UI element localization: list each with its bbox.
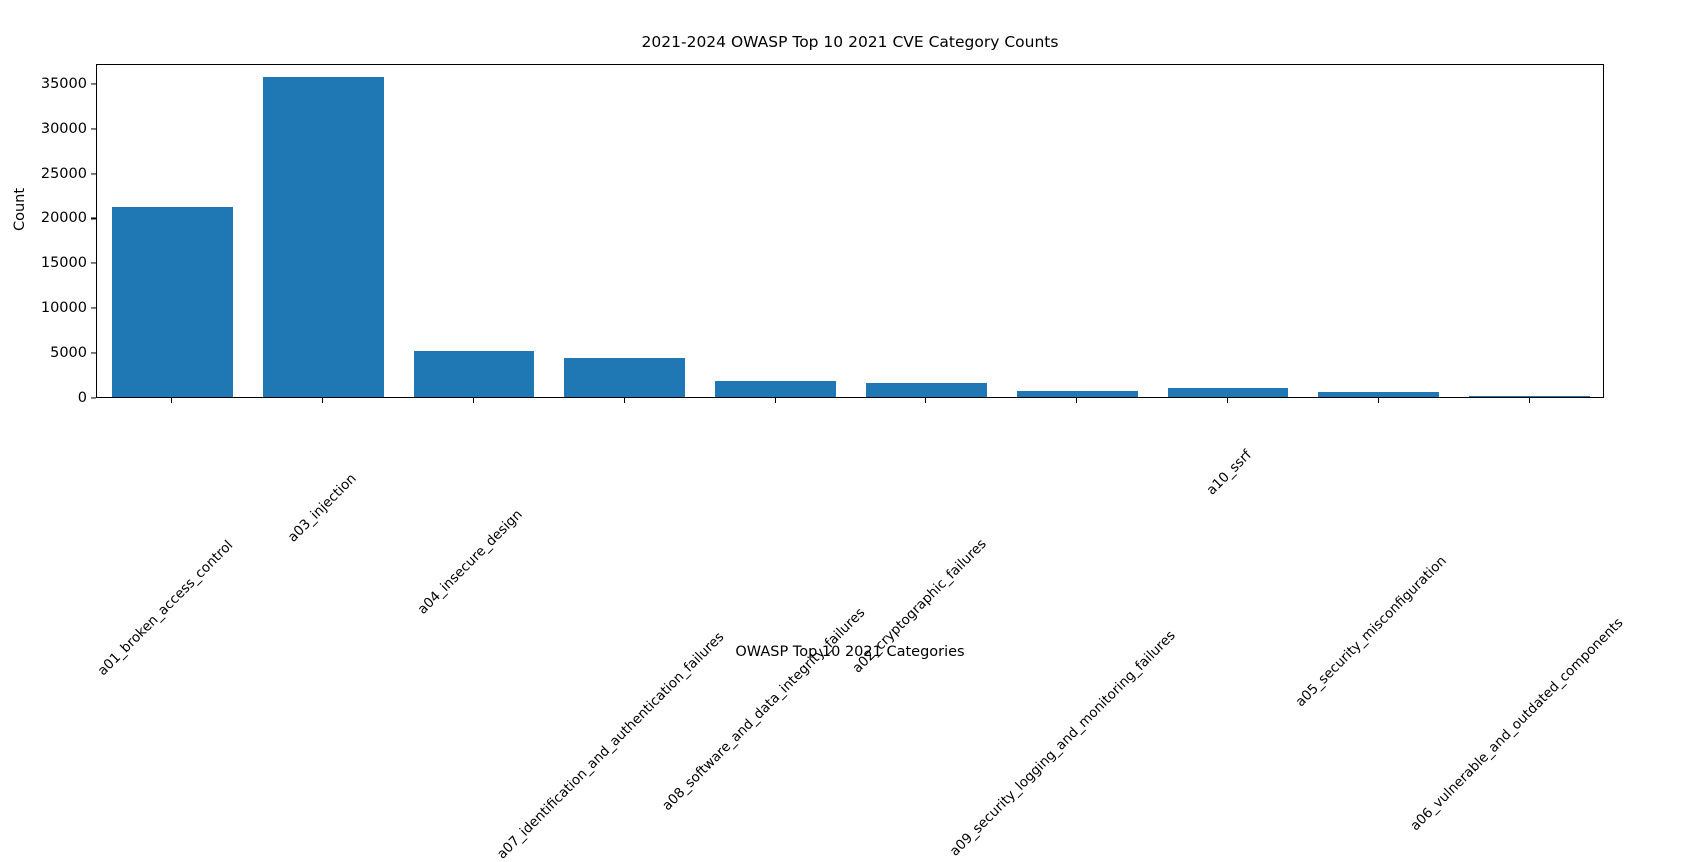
y-axis-label: Count — [12, 187, 28, 231]
x-tick-mark — [925, 398, 927, 403]
x-axis-label: OWASP Top 10 2021 Categories — [735, 644, 965, 660]
x-tick-label: a05_security_misconfiguration — [1292, 552, 1450, 711]
bar — [564, 358, 686, 397]
y-tick-label: 35000 — [40, 75, 87, 92]
bar — [866, 383, 987, 397]
y-tick-label: 5000 — [50, 345, 87, 362]
bar — [413, 350, 535, 397]
chart-title: 2021-2024 OWASP Top 10 2021 CVE Category… — [641, 33, 1059, 51]
x-tick-label: a03_injection — [284, 470, 360, 546]
x-tick-mark — [171, 398, 173, 403]
x-tick-mark — [774, 398, 776, 403]
bar — [1318, 391, 1440, 397]
matplotlib-figure: 2021-2024 OWASP Top 10 2021 CVE Category… — [0, 33, 1627, 862]
bars-layer — [97, 65, 1603, 397]
bar — [1167, 388, 1289, 397]
bar — [262, 77, 384, 397]
y-tick-label: 30000 — [40, 120, 87, 137]
x-tick-label: a10_ssrf — [1203, 447, 1255, 499]
x-tick-label: a08_software_and_data_integrity_failures — [658, 604, 868, 814]
x-tick-label: a07_identification_and_authentication_fa… — [493, 628, 728, 862]
y-tick-mark — [91, 83, 96, 85]
y-tick-label: 10000 — [40, 300, 87, 317]
y-tick-label: 0 — [77, 390, 87, 406]
y-tick-mark — [91, 352, 96, 354]
x-axis: a01_broken_access_control a03_injection a0… — [95, 398, 1626, 862]
x-tick-label: a09_security_logging_and_monitoring_fail… — [946, 627, 1179, 860]
y-tick-label: 20000 — [40, 210, 87, 227]
x-tick-mark — [1377, 398, 1379, 403]
bar — [112, 206, 233, 397]
y-tick-mark — [91, 172, 96, 175]
x-tick-mark — [1227, 398, 1229, 403]
bar — [1469, 396, 1590, 397]
y-tick-mark — [91, 217, 96, 219]
x-tick-mark — [1076, 398, 1078, 403]
x-tick-mark — [473, 398, 475, 403]
y-tick-mark — [91, 307, 96, 309]
y-axis: 0 5000 10000 15000 20000 25000 30000 35000 — [0, 64, 96, 406]
y-tick-mark — [91, 397, 96, 399]
x-tick-label: a04_insecure_design — [414, 506, 526, 618]
x-tick-mark — [1528, 398, 1530, 403]
y-tick-mark — [91, 262, 96, 264]
y-tick-label: 15000 — [40, 255, 87, 272]
plot-area — [96, 64, 1604, 398]
bar — [1016, 390, 1138, 397]
y-tick-label: 25000 — [40, 165, 87, 182]
bar — [715, 380, 836, 397]
y-tick-mark — [91, 128, 96, 130]
x-tick-mark — [322, 398, 324, 403]
x-tick-mark — [623, 398, 625, 403]
